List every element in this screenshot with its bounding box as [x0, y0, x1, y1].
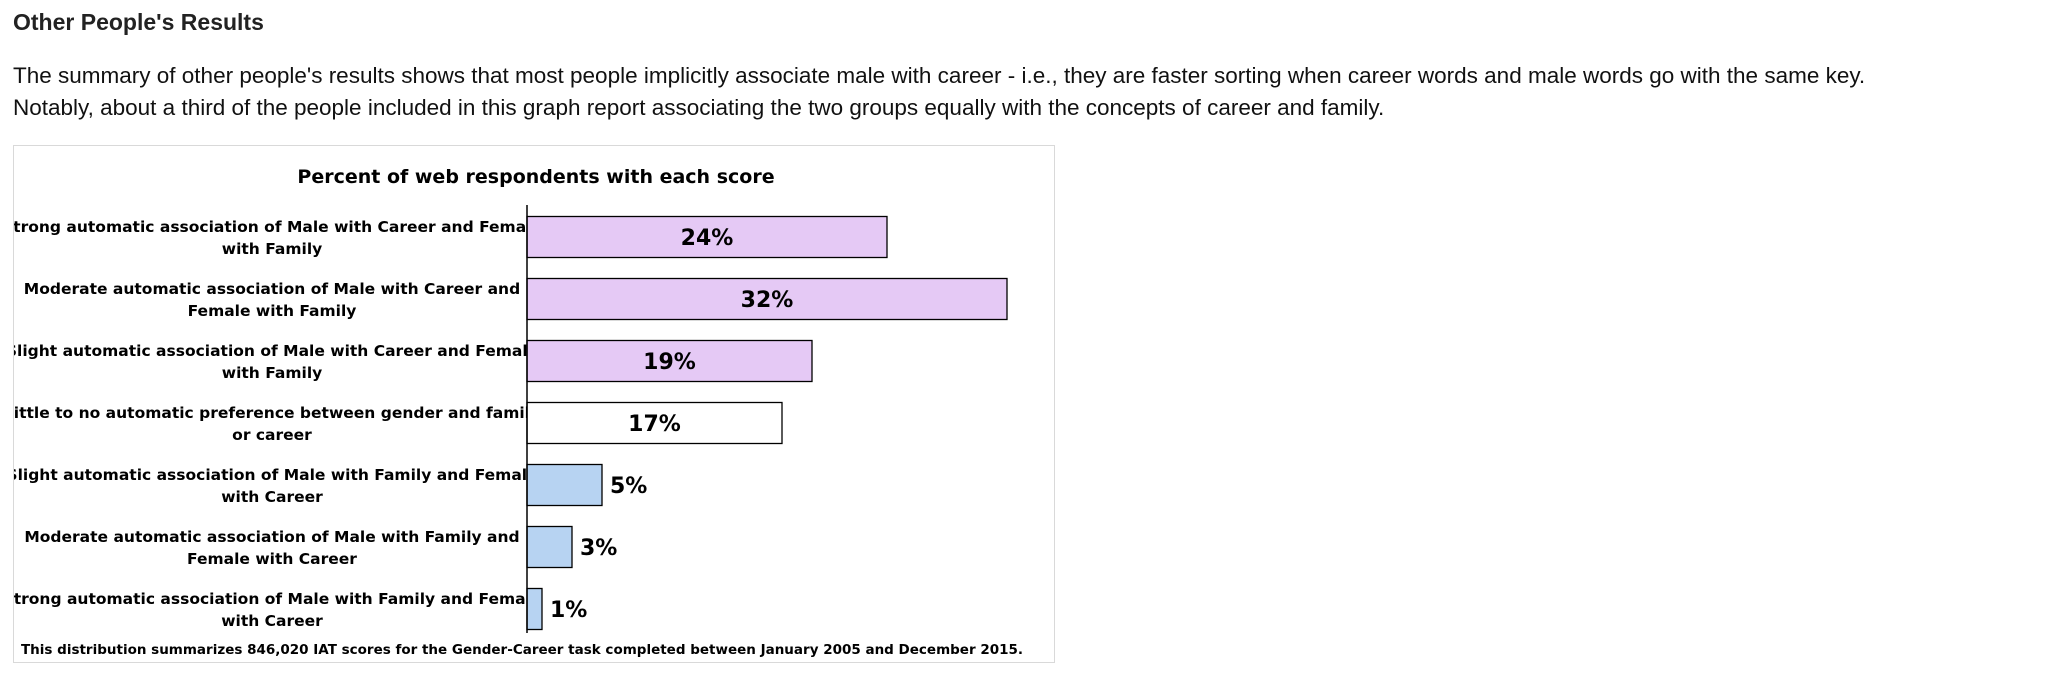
category-label: Strong automatic association of Male wit…	[14, 218, 542, 258]
category-label-line: with Career	[221, 488, 323, 506]
category-label-line: with Family	[222, 364, 323, 382]
category-label: Slight automatic association of Male wit…	[14, 342, 538, 382]
category-label-line: Moderate automatic association of Male w…	[24, 528, 519, 546]
bar	[526, 463, 603, 507]
summary-line-1: The summary of other people's results sh…	[13, 63, 1866, 88]
category-label-line: Female with Family	[188, 302, 357, 320]
data-label: 5%	[610, 474, 647, 499]
bar	[526, 215, 888, 259]
data-label: 32%	[741, 288, 794, 313]
category-labels: Strong automatic association of Male wit…	[14, 218, 542, 630]
category-label-line: Female with Career	[187, 550, 357, 568]
data-labels: 24% 32% 19% 17% 5% 3% 1%	[550, 226, 793, 623]
data-label: 1%	[550, 598, 587, 623]
category-label-line: or career	[232, 426, 312, 444]
chart-title: Percent of web respondents with each sco…	[297, 166, 774, 188]
category-label-line: Little to no automatic preference betwee…	[14, 404, 540, 422]
bar	[526, 339, 813, 383]
summary-paragraph: The summary of other people's results sh…	[13, 60, 2053, 124]
category-label: Slight automatic association of Male wit…	[14, 466, 538, 506]
category-label-line: Strong automatic association of Male wit…	[14, 218, 542, 236]
chart-frame: Percent of web respondents with each sco…	[13, 145, 1055, 663]
category-label: Strong automatic association of Male wit…	[14, 590, 541, 630]
category-label: Moderate automatic association of Male w…	[24, 528, 519, 568]
category-label-line: Strong automatic association of Male wit…	[14, 590, 541, 608]
category-label-line: Slight automatic association of Male wit…	[14, 342, 538, 360]
category-label: Moderate automatic association of Male w…	[24, 280, 520, 320]
category-label-line: Slight automatic association of Male wit…	[14, 466, 538, 484]
bar	[526, 277, 1008, 321]
bar	[526, 587, 543, 631]
category-label-line: Moderate automatic association of Male w…	[24, 280, 520, 298]
bar	[526, 401, 783, 445]
data-label: 3%	[580, 536, 617, 561]
bar-chart: Percent of web respondents with each sco…	[14, 166, 1023, 658]
section-heading: Other People's Results	[13, 9, 264, 35]
chart-note: This distribution summarizes 846,020 IAT…	[21, 642, 1023, 658]
category-label-line: with Family	[222, 240, 323, 258]
category-label-line: with Career	[221, 612, 323, 630]
data-label: 17%	[628, 412, 681, 437]
bars	[526, 215, 1008, 631]
data-label: 19%	[643, 350, 696, 375]
category-label: Little to no automatic preference betwee…	[14, 404, 540, 444]
bar	[526, 525, 573, 569]
summary-line-2: Notably, about a third of the people inc…	[13, 95, 1385, 120]
data-label: 24%	[681, 226, 734, 251]
